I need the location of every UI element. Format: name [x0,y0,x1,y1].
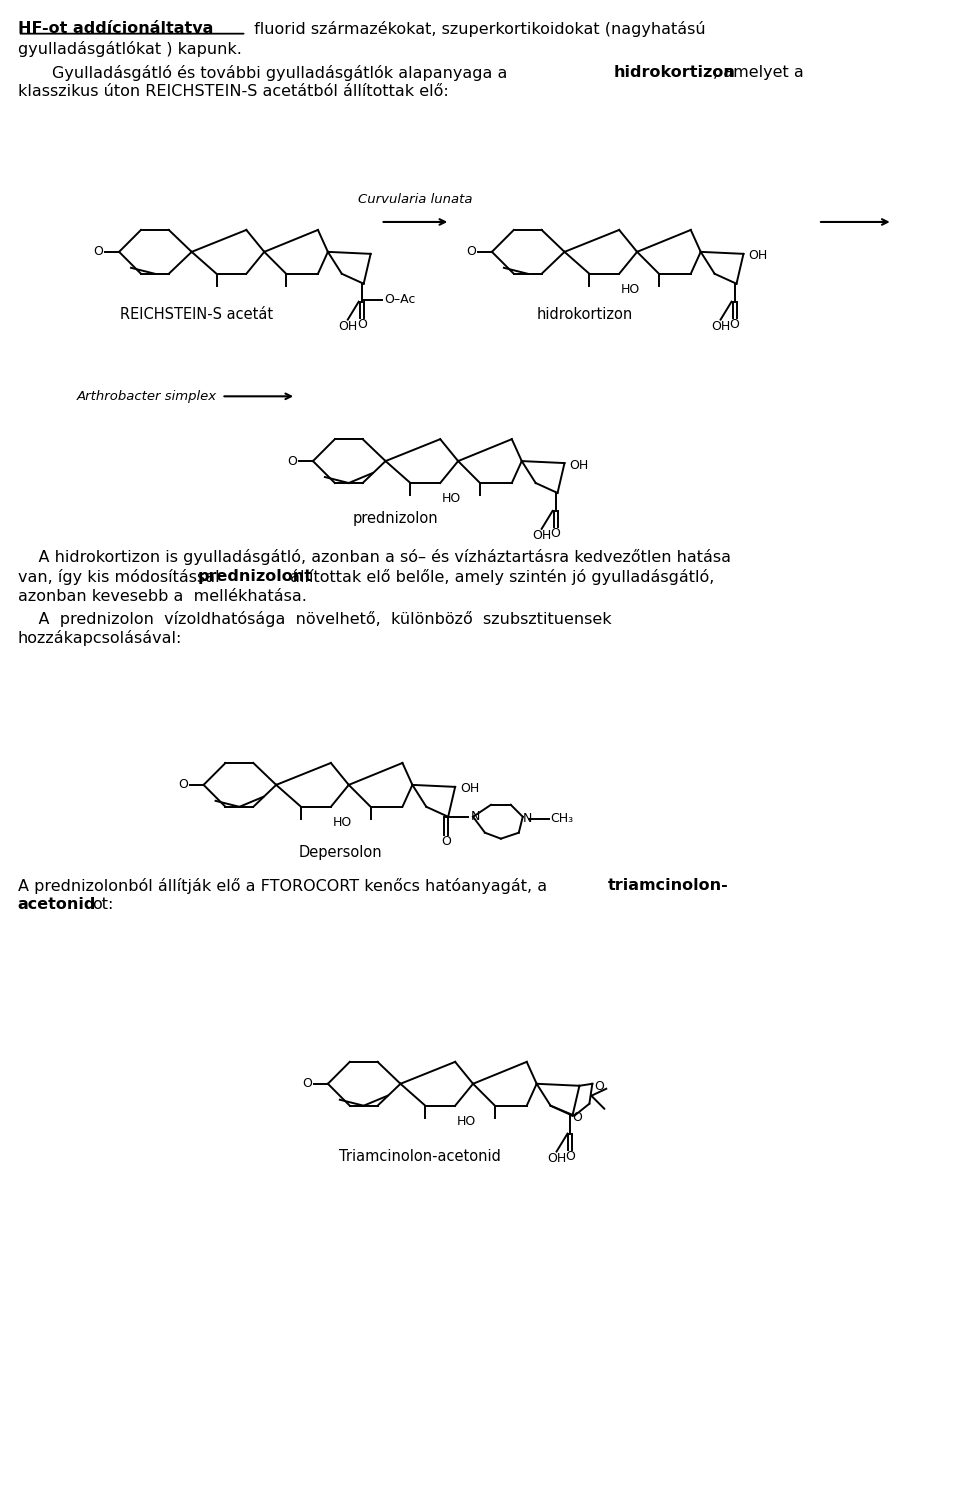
Text: O: O [572,1111,583,1124]
Text: Gyulladásgátló és további gyulladásgátlók alapanyaga a: Gyulladásgátló és további gyulladásgátló… [53,65,513,80]
Text: HF-ot addícionáltatva: HF-ot addícionáltatva [17,21,213,36]
Text: O: O [178,779,187,791]
Text: Triamcinolon-acetonid: Triamcinolon-acetonid [340,1148,501,1163]
Text: Curvularia lunata: Curvularia lunata [358,193,472,205]
Text: N: N [471,810,480,824]
Text: HO: HO [332,816,351,830]
Text: gyulladásgátlókat ) kapunk.: gyulladásgátlókat ) kapunk. [17,41,242,57]
Text: CH₃: CH₃ [551,812,574,825]
Text: O: O [302,1077,312,1091]
Text: Arthrobacter simplex: Arthrobacter simplex [77,389,217,403]
Text: O: O [442,834,451,848]
Text: prednizolont: prednizolont [198,569,313,584]
Text: HO: HO [621,284,640,296]
Text: REICHSTEIN-S acetát: REICHSTEIN-S acetát [120,306,274,321]
Text: HO: HO [442,492,461,506]
Text: OH: OH [569,459,588,472]
Text: OH: OH [338,320,357,333]
Text: A  prednizolon  vízoldhatósága  növelhető,  különböző  szubsztituensek: A prednizolon vízoldhatósága növelhető, … [17,611,612,626]
Text: van, így kis módosítással: van, így kis módosítással [17,569,225,584]
Text: O: O [357,318,367,330]
Text: A prednizolonból állítják elő a FTOROCORT kenőcs hatóanyagát, a: A prednizolonból állítják elő a FTOROCOR… [17,878,552,893]
Text: O: O [551,527,561,540]
Text: , amelyet a: , amelyet a [712,65,804,80]
Text: O: O [93,246,103,258]
Text: OH: OH [749,249,768,263]
Text: OH: OH [460,782,479,795]
Text: klasszikus úton REICHSTEIN-S acetátból állítottak elő:: klasszikus úton REICHSTEIN-S acetátból á… [17,85,448,100]
Text: O–Ac: O–Ac [385,293,416,306]
Text: HO: HO [457,1115,476,1129]
Text: hidrokortizon: hidrokortizon [537,306,633,321]
Text: ot:: ot: [92,898,113,913]
Text: O: O [594,1080,604,1094]
Text: OH: OH [547,1151,566,1165]
Text: állítottak elő belőle, amely szintén jó gyulladásgátló,: állítottak elő belőle, amely szintén jó … [285,569,714,584]
Text: O: O [565,1150,575,1163]
Text: triamcinolon-: triamcinolon- [608,878,728,892]
Text: OH: OH [711,320,731,333]
Text: acetonid: acetonid [17,898,96,913]
Text: OH: OH [532,530,551,542]
Text: fluorid származékokat, szuperkortikoidokat (nagyhatású: fluorid származékokat, szuperkortikoidok… [250,21,706,36]
Text: O: O [287,454,297,468]
Text: N: N [523,812,532,825]
Text: Depersolon: Depersolon [299,845,383,860]
Text: hozzákapcsolásával:: hozzákapcsolásával: [17,631,182,646]
Text: O: O [467,246,476,258]
Text: A hidrokortizon is gyulladásgátló, azonban a só– és vízháztartásra kedvezőtlen h: A hidrokortizon is gyulladásgátló, azonb… [17,549,731,564]
Text: azonban kevesebb a  mellékhatása.: azonban kevesebb a mellékhatása. [17,589,306,604]
Text: hidrokortizon: hidrokortizon [613,65,735,80]
Text: prednizolon: prednizolon [352,512,439,527]
Text: O: O [730,318,739,330]
